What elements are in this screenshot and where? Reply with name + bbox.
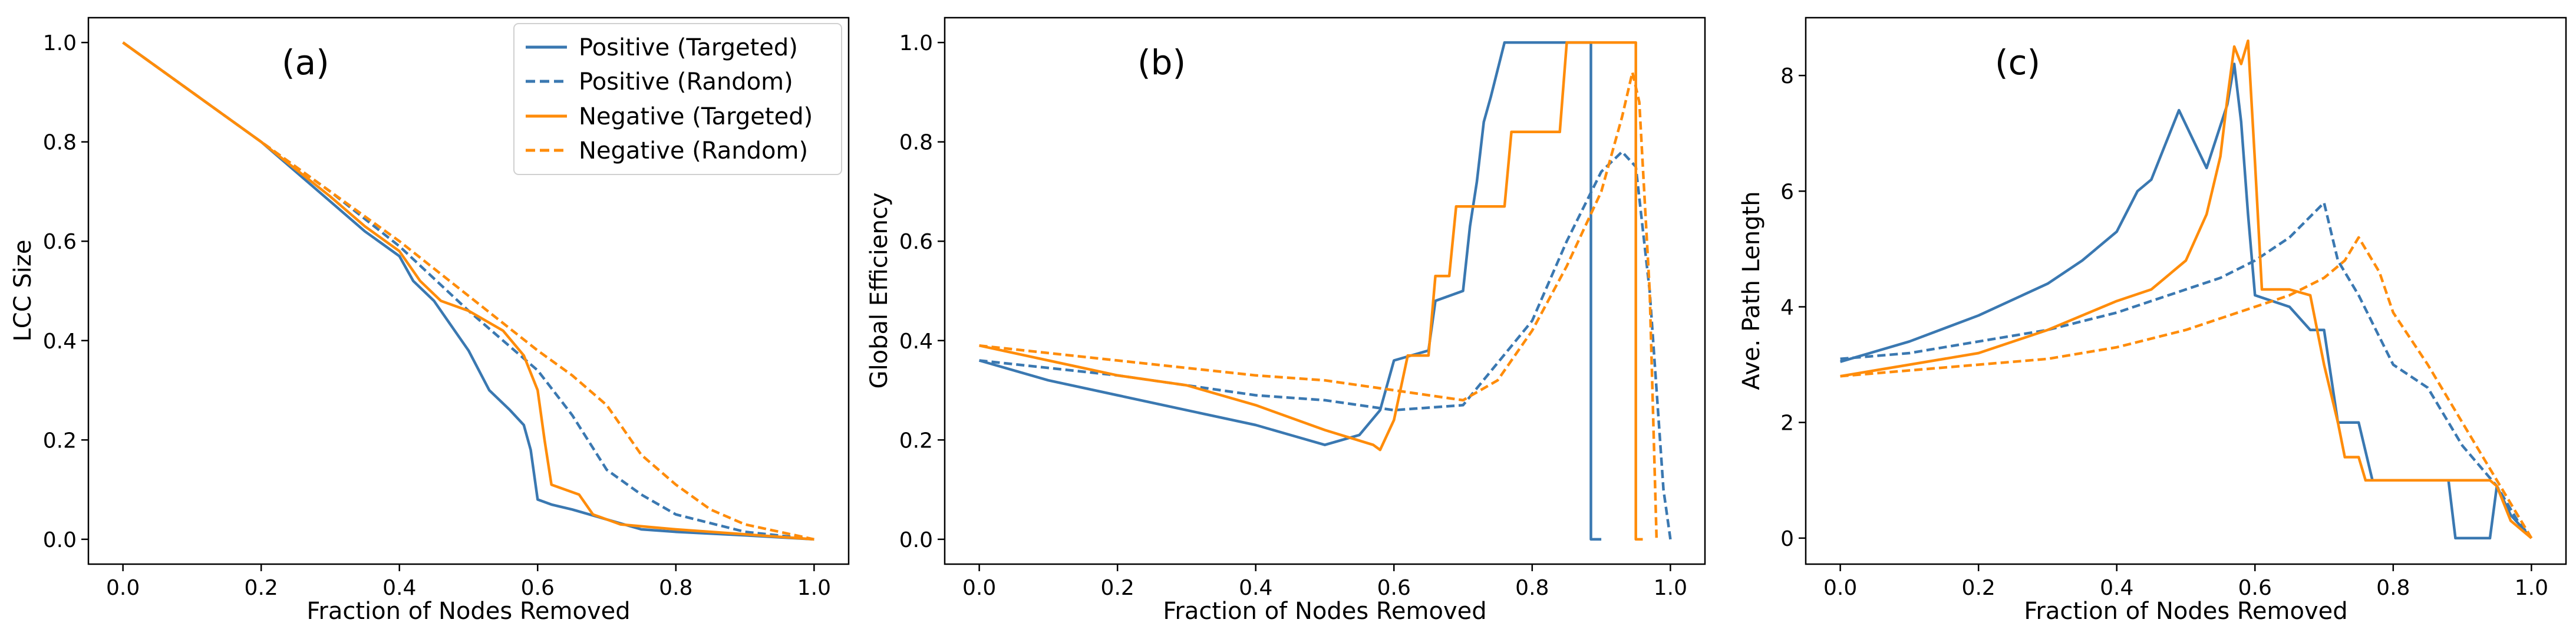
panel-b-lines (978, 41, 1672, 541)
panel-c-xtick-label: 0.6 (2238, 576, 2272, 600)
panel-b-xtick-label: 0.2 (1101, 576, 1134, 600)
panel-c-xlabel: Fraction of Nodes Removed (2024, 598, 2347, 625)
panel-c-xtick-label: 0.8 (2376, 576, 2410, 600)
panel-c-ytick-label: 8 (1780, 64, 1794, 88)
panel-b-xlabel: Fraction of Nodes Removed (1163, 598, 1486, 625)
legend-label-negative-targeted: Negative (Targeted) (579, 103, 813, 130)
panel-c-series-negative-random (1840, 236, 2533, 539)
panel-c-ytick-label: 4 (1780, 295, 1794, 320)
panel-c-lines (1839, 39, 2533, 540)
panel-c-ytick-label: 0 (1780, 527, 1794, 551)
panel-b-ytick-label: 0.6 (899, 230, 933, 254)
panel-a-xtick-label: 0.4 (382, 576, 416, 600)
panel-c-xtick-label: 1.0 (2515, 576, 2548, 600)
panel-c-series-positive-random (1840, 201, 2533, 539)
panel-a-yticks: 0.0 0.2 0.4 0.6 0.8 1.0 (43, 31, 88, 552)
panel-a-xtick-label: 0.8 (659, 576, 692, 600)
panel-c-series-negative-targeted (1840, 39, 2532, 539)
panel-a-ylabel: LCC Size (9, 240, 37, 342)
panel-a-ytick-label: 0.2 (43, 429, 77, 453)
panel-a-label: (a) (282, 42, 329, 83)
panel-b-ytick-label: 1.0 (899, 31, 933, 55)
panel-a-lines (122, 41, 814, 541)
panel-c-ylabel: Ave. Path Length (1738, 191, 1765, 390)
panel-c-xtick-label: 0.4 (2100, 576, 2133, 600)
panel-b-series-negative-random (979, 71, 1658, 539)
panel-a-ytick-label: 0.4 (43, 330, 77, 354)
panel-c-label: (c) (1995, 42, 2040, 83)
panel-a-xlabel: Fraction of Nodes Removed (306, 598, 630, 625)
panel-b-xtick-label: 0.6 (1377, 576, 1411, 600)
panel-c-xtick-label: 0.0 (1823, 576, 1857, 600)
panel-b-xtick-label: 0.8 (1515, 576, 1549, 600)
panel-a-series-negative-random (122, 41, 814, 541)
panel-b: 0.0 0.2 0.4 0.6 0.8 1.0 0.0 0.2 0.4 0.6 0.8 1.0 (b… (866, 17, 1706, 625)
panel-b-ytick-label: 0.4 (899, 330, 933, 354)
panel-b-xtick-label: 1.0 (1654, 576, 1687, 600)
panel-a-ytick-label: 1.0 (43, 31, 77, 55)
panel-c-yticks: 0 2 4 6 8 (1780, 64, 1806, 551)
panel-b-series-negative-targeted (979, 41, 1643, 541)
panel-a-xtick-label: 0.0 (106, 576, 140, 600)
panel-b-yticks: 0.0 0.2 0.4 0.6 0.8 1.0 (899, 31, 945, 552)
legend-label-negative-random: Negative (Random) (579, 137, 808, 164)
legend-label-positive-targeted: Positive (Targeted) (579, 34, 798, 61)
panel-c-series-positive-targeted (1839, 62, 2533, 540)
panel-c-ytick-label: 2 (1780, 411, 1794, 436)
panel-b-label: (b) (1137, 42, 1186, 83)
panel-b-xtick-label: 0.0 (962, 576, 996, 600)
panel-a-xtick-label: 0.2 (245, 576, 278, 600)
panel-c-ytick-label: 6 (1780, 180, 1794, 204)
panel-a-series-negative-targeted (122, 41, 814, 541)
panel-c-xticks: 0.0 0.2 0.4 0.6 0.8 1.0 (1823, 564, 2548, 600)
legend-box (513, 23, 842, 175)
panel-b-series-positive-targeted (978, 41, 1602, 541)
legend-label-positive-random: Positive (Random) (579, 68, 793, 95)
panel-a: 0.0 0.2 0.4 0.6 0.8 1.0 0.0 0.2 0.4 0.6 0.8 1.0 (a… (9, 17, 850, 625)
panel-b-ytick-label: 0.8 (899, 131, 933, 155)
panel-b-ylabel: Global Efficiency (866, 193, 893, 389)
panel-a-ytick-label: 0.0 (43, 528, 77, 552)
panel-a-frame (87, 17, 850, 565)
panel-a-xticks: 0.0 0.2 0.4 0.6 0.8 1.0 (106, 564, 831, 600)
panel-b-frame (944, 17, 1706, 565)
panel-c-frame (1805, 17, 2567, 565)
panel-a-xtick-label: 0.6 (521, 576, 555, 600)
legend: Positive (Targeted) Positive (Random) Ne… (513, 23, 842, 175)
panel-b-xtick-label: 0.4 (1239, 576, 1272, 600)
panel-b-xticks: 0.0 0.2 0.4 0.6 0.8 1.0 (962, 564, 1687, 600)
panel-a-ytick-label: 0.6 (43, 230, 77, 254)
panel-b-ytick-label: 0.2 (899, 429, 933, 453)
panel-a-xtick-label: 1.0 (797, 576, 831, 600)
panel-c: 0.0 0.2 0.4 0.6 0.8 1.0 0 2 4 6 8 (c) Fraction of… (1738, 17, 2567, 625)
panel-c-xtick-label: 0.2 (1962, 576, 1996, 600)
panel-b-series-positive-random (979, 150, 1672, 540)
panel-b-ytick-label: 0.0 (899, 528, 933, 552)
panel-a-ytick-label: 0.8 (43, 131, 77, 155)
